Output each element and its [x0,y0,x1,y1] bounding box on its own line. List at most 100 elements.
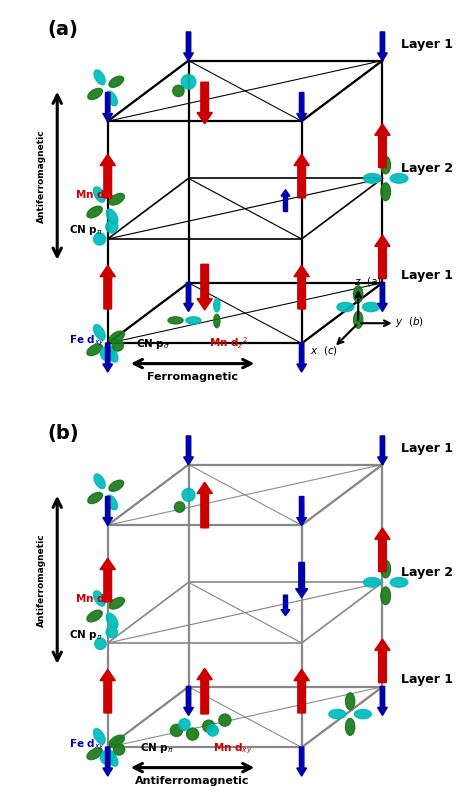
Text: CN p$_{\sigma}$: CN p$_{\sigma}$ [136,338,170,351]
Text: $z$  ($a$): $z$ ($a$) [354,276,382,288]
Ellipse shape [109,331,125,343]
Ellipse shape [381,183,391,200]
Text: Mn d$_z$$^2$: Mn d$_z$$^2$ [209,335,247,351]
Circle shape [95,638,106,650]
Ellipse shape [186,317,201,324]
Circle shape [179,719,190,730]
Text: CN p$_{\pi}$: CN p$_{\pi}$ [140,742,174,755]
Text: Fe d$_{xy}$: Fe d$_{xy}$ [69,738,105,752]
Text: Antiferromagnetic: Antiferromagnetic [135,776,250,785]
FancyArrow shape [100,154,115,198]
FancyArrow shape [296,562,308,598]
Text: CN p$_{\pi}$: CN p$_{\pi}$ [69,628,103,642]
Circle shape [219,714,231,726]
FancyArrow shape [378,436,387,465]
Ellipse shape [88,492,102,503]
Ellipse shape [93,187,105,202]
Ellipse shape [106,347,118,362]
FancyArrow shape [297,496,307,525]
FancyArrow shape [375,124,390,167]
FancyArrow shape [294,154,310,198]
Ellipse shape [354,286,363,303]
Circle shape [173,86,184,96]
Ellipse shape [390,578,408,587]
Circle shape [100,750,115,764]
Ellipse shape [381,587,391,604]
Circle shape [113,743,125,755]
Text: CN p$_{\pi}$: CN p$_{\pi}$ [69,223,103,237]
Text: Mn d$_{xy}$: Mn d$_{xy}$ [75,189,115,204]
FancyArrow shape [197,264,212,310]
Circle shape [203,720,215,732]
FancyArrow shape [197,482,212,528]
Ellipse shape [363,302,380,312]
FancyArrow shape [378,282,387,311]
Circle shape [93,233,106,245]
FancyArrow shape [197,668,212,714]
Ellipse shape [381,156,391,174]
Circle shape [207,725,219,736]
FancyArrow shape [294,265,310,309]
Text: Fe d$_{xy}$: Fe d$_{xy}$ [69,334,105,348]
Ellipse shape [364,578,381,587]
Ellipse shape [93,591,105,606]
Circle shape [174,502,185,512]
Ellipse shape [355,709,371,718]
Ellipse shape [109,76,124,87]
FancyArrow shape [297,747,307,776]
Ellipse shape [87,610,102,622]
FancyArrow shape [103,92,112,121]
Circle shape [106,221,118,233]
Ellipse shape [168,317,183,324]
Ellipse shape [214,314,220,328]
FancyArrow shape [183,32,193,61]
Ellipse shape [109,735,125,747]
Text: (b): (b) [47,424,79,444]
Text: Antiferromagnetic: Antiferromagnetic [36,129,46,222]
FancyArrow shape [375,235,390,279]
Circle shape [106,626,118,638]
Text: (a): (a) [47,20,78,40]
FancyArrow shape [378,32,387,61]
Ellipse shape [93,729,105,744]
Circle shape [170,724,182,737]
Circle shape [100,346,115,360]
Text: Layer 1: Layer 1 [401,269,453,282]
FancyArrow shape [197,82,212,124]
Ellipse shape [106,209,118,225]
Text: Layer 2: Layer 2 [401,162,453,175]
FancyArrow shape [103,747,112,776]
Text: $y$  ($b$): $y$ ($b$) [395,315,424,329]
Ellipse shape [337,302,354,312]
Text: Ferromagnetic: Ferromagnetic [147,372,238,381]
Ellipse shape [109,193,125,205]
Ellipse shape [106,613,118,629]
Ellipse shape [87,748,102,760]
Circle shape [182,488,195,501]
FancyArrow shape [375,639,390,683]
FancyArrow shape [100,669,115,713]
FancyArrow shape [281,190,290,212]
FancyArrow shape [378,686,387,716]
FancyArrow shape [297,343,307,372]
FancyArrow shape [100,265,115,309]
Ellipse shape [329,709,346,718]
FancyArrow shape [297,92,307,121]
Ellipse shape [109,597,125,609]
FancyArrow shape [294,669,310,713]
Ellipse shape [390,174,408,183]
Ellipse shape [94,70,105,85]
Circle shape [186,728,199,740]
Ellipse shape [109,480,124,491]
Ellipse shape [381,560,391,578]
Ellipse shape [87,206,102,218]
Ellipse shape [93,325,105,340]
Ellipse shape [214,298,220,312]
Ellipse shape [106,751,118,766]
FancyArrow shape [183,282,193,311]
Ellipse shape [346,718,355,735]
Ellipse shape [87,344,102,356]
Ellipse shape [364,174,381,183]
Ellipse shape [88,88,102,99]
Ellipse shape [106,91,118,106]
